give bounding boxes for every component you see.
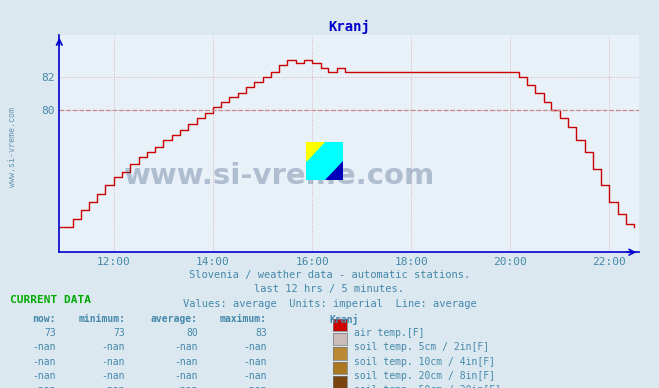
Text: 83: 83 [255, 328, 267, 338]
Text: -nan: -nan [243, 385, 267, 388]
Text: -nan: -nan [32, 371, 56, 381]
Text: -nan: -nan [101, 342, 125, 352]
Text: -nan: -nan [101, 357, 125, 367]
Text: soil temp. 5cm / 2in[F]: soil temp. 5cm / 2in[F] [354, 342, 489, 352]
Text: air temp.[F]: air temp.[F] [354, 328, 424, 338]
Text: www.si-vreme.com: www.si-vreme.com [8, 107, 17, 187]
Text: www.si-vreme.com: www.si-vreme.com [124, 162, 436, 190]
Text: 73: 73 [44, 328, 56, 338]
Text: -nan: -nan [32, 385, 56, 388]
Text: last 12 hrs / 5 minutes.: last 12 hrs / 5 minutes. [254, 284, 405, 294]
Text: soil temp. 50cm / 20in[F]: soil temp. 50cm / 20in[F] [354, 385, 501, 388]
Text: -nan: -nan [174, 371, 198, 381]
Text: -nan: -nan [174, 357, 198, 367]
Text: Values: average  Units: imperial  Line: average: Values: average Units: imperial Line: av… [183, 299, 476, 309]
Text: -nan: -nan [101, 371, 125, 381]
Text: -nan: -nan [174, 385, 198, 388]
Text: CURRENT DATA: CURRENT DATA [10, 295, 91, 305]
Title: Kranj: Kranj [328, 20, 370, 34]
Text: soil temp. 20cm / 8in[F]: soil temp. 20cm / 8in[F] [354, 371, 495, 381]
Text: 80: 80 [186, 328, 198, 338]
Text: average:: average: [151, 314, 198, 324]
Text: now:: now: [32, 314, 56, 324]
Text: -nan: -nan [32, 342, 56, 352]
Text: minimum:: minimum: [78, 314, 125, 324]
Polygon shape [325, 161, 343, 180]
Text: -nan: -nan [32, 357, 56, 367]
Text: maximum:: maximum: [220, 314, 267, 324]
Text: Kranj: Kranj [330, 314, 359, 325]
Text: soil temp. 10cm / 4in[F]: soil temp. 10cm / 4in[F] [354, 357, 495, 367]
Polygon shape [306, 142, 343, 180]
Text: -nan: -nan [243, 371, 267, 381]
Text: -nan: -nan [243, 342, 267, 352]
Text: Slovenia / weather data - automatic stations.: Slovenia / weather data - automatic stat… [189, 270, 470, 280]
Text: -nan: -nan [101, 385, 125, 388]
Text: 73: 73 [113, 328, 125, 338]
Text: -nan: -nan [243, 357, 267, 367]
Polygon shape [306, 142, 325, 161]
Text: -nan: -nan [174, 342, 198, 352]
